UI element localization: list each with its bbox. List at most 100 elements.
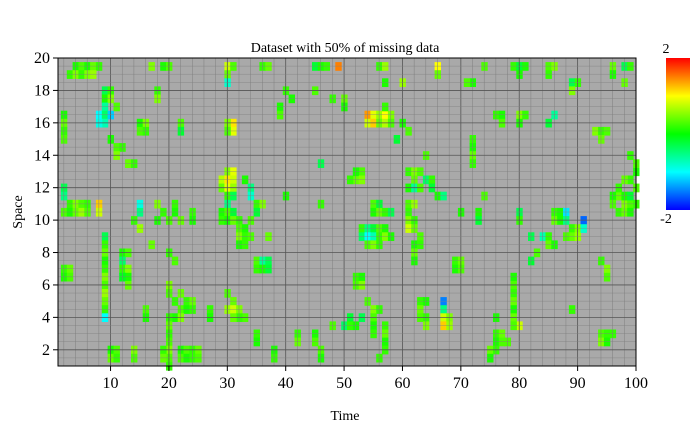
heatmap-cell [580,224,587,233]
heatmap-cell [481,62,488,71]
heatmap-cell [387,110,395,120]
heatmap-cell [428,175,436,185]
y-tick-label: 20 [34,50,50,67]
heatmap-cell [440,321,447,331]
y-tick-label: 8 [42,245,50,262]
heatmap-cell [312,329,319,339]
chart-title: Dataset with 50% of missing data [251,41,440,56]
heatmap-cell [113,102,120,112]
heatmap-cell [119,264,126,274]
heatmap-cell [364,224,371,233]
heatmap-cell [475,207,482,217]
heatmap-cell [276,110,284,120]
heatmap-cell [469,143,476,152]
heatmap-cell [125,264,132,274]
heatmap-cell [603,337,611,347]
heatmap-cell [276,102,284,112]
heatmap-cell [493,110,500,120]
heatmap-cell [627,62,634,71]
heatmap-cell [189,305,196,314]
heatmap-cell [271,353,278,363]
heatmap-cell [469,135,476,144]
heatmap-cell [510,297,517,306]
heatmap-cell [510,289,517,298]
heatmap-cell [382,329,389,339]
heatmap-cell [195,353,202,363]
heatmap-cell [171,297,179,306]
x-tick-label: 10 [103,375,119,392]
heatmap-cell [323,62,330,71]
heatmap-cell [160,62,167,71]
heatmap-cell [78,62,85,71]
heatmap-cell [265,256,272,266]
heatmap-cell [101,102,109,112]
heatmap-cell [621,207,628,217]
heatmap-cell [417,297,424,306]
grid-lines [58,58,636,366]
x-tick-label: 20 [161,375,177,392]
colorbar [666,58,690,210]
heatmap-cell [230,62,237,71]
heatmap-cell [603,264,611,274]
heatmap-cell [312,62,319,71]
heatmap-cell [101,264,109,274]
heatmap-cell [621,78,628,87]
heatmap-cell [259,256,266,266]
heatmap-cell [446,321,453,331]
heatmap-cell [177,353,185,363]
heatmap-cell [411,199,418,209]
heatmap-cell [487,353,494,363]
heatmap-cell [370,232,377,241]
heatmap-cell [434,191,441,201]
heatmap-cell [136,224,144,233]
heatmap-cell [131,159,138,168]
heatmap-cell [125,272,132,282]
heatmap-cell [236,232,243,241]
heatmap-cell [481,191,488,201]
x-tick-label: 50 [336,375,352,392]
heatmap-cell [218,175,225,185]
colorbar-min-label: -2 [660,212,672,227]
heatmap-cell [405,224,412,233]
heatmap-cell [405,207,412,217]
heatmap-cell [411,175,418,185]
heatmap-cell [241,175,249,185]
heatmap-cell [78,207,85,217]
heatmap-cell [84,207,91,217]
heatmap-cell [317,62,325,71]
heatmap-cell [568,232,576,241]
heatmap-cell [609,62,617,71]
heatmap-cell [510,305,517,314]
heatmap-cell [621,62,628,71]
heatmap-cell [288,94,295,104]
heatmap-cell [510,321,517,331]
heatmap-cell [60,135,68,144]
heatmap-cell [364,240,371,250]
heatmap-cell [498,337,506,347]
heatmap-cell [510,272,517,282]
x-tick-label: 60 [394,375,410,392]
heatmap-cell [101,232,109,241]
heatmap-cell [113,353,120,363]
heatmap-cell [177,289,185,298]
heatmap-cell [265,232,272,241]
heatmap-cell [405,199,412,209]
heatmap-cell [417,232,424,241]
y-axis-label: Space [11,195,26,228]
heatmap-cell [422,321,430,331]
heatmap-cell [101,110,109,120]
heatmap-cell [119,256,126,266]
heatmap-cell [78,70,85,79]
heatmap-cell [545,240,552,250]
heatmap-cell [382,321,389,331]
heatmap-cell [382,102,389,112]
heatmap-cell [382,232,389,241]
heatmap-cell [615,191,622,201]
heatmap-cell [230,167,237,177]
heatmap-cell [265,62,272,71]
heatmap-cell [598,135,605,144]
heatmap-cell [440,191,447,201]
heatmap-cell [230,175,237,185]
heatmap-cell [370,199,377,209]
heatmap-cell [422,175,430,185]
